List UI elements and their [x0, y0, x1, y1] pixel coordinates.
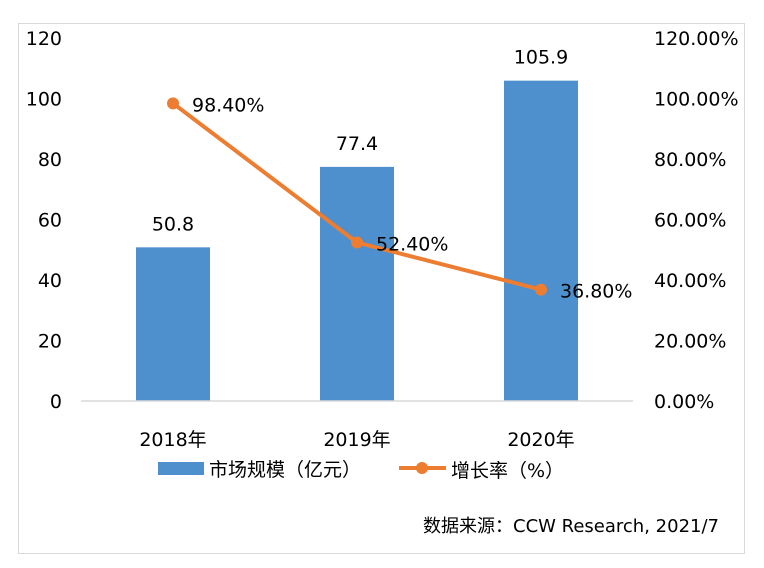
legend-bar-swatch [158, 462, 204, 475]
y-left-tick-label: 20 [38, 331, 62, 353]
y-right-tick-label: 60.00% [654, 210, 726, 232]
bar-data-label: 105.9 [514, 47, 568, 69]
legend-bar-label: 市场规模（亿元） [209, 459, 362, 481]
y-left-tick-label: 0 [50, 391, 62, 413]
y-right-tick-label: 80.00% [654, 149, 726, 171]
bar [320, 166, 394, 401]
x-tick-label: 2018年 [139, 429, 206, 451]
line-point [535, 283, 547, 296]
y-left-tick-label: 40 [38, 270, 62, 292]
line-point [167, 97, 179, 110]
y-right-tick-label: 40.00% [654, 270, 726, 292]
x-tick-label: 2020年 [507, 429, 574, 451]
bar-data-label: 77.4 [336, 133, 378, 155]
line-point [351, 236, 363, 249]
bar-data-label: 50.8 [152, 213, 194, 235]
y-left-tick-label: 80 [38, 149, 62, 171]
chart-frame [18, 23, 745, 554]
y-left-tick-label: 60 [38, 210, 62, 232]
line-data-label: 98.40% [192, 94, 264, 116]
y-right-tick-label: 120.00% [654, 28, 739, 50]
y-right-tick-label: 20.00% [654, 331, 726, 353]
y-right-tick-label: 0.00% [654, 391, 714, 413]
line-data-label: 52.40% [376, 233, 448, 255]
y-right-tick-label: 100.00% [654, 89, 739, 111]
bar [504, 80, 578, 401]
bar [136, 247, 210, 401]
x-tick-label: 2019年 [323, 429, 390, 451]
line-data-label: 36.80% [560, 281, 632, 303]
legend-line-label: 增长率（%） [451, 460, 564, 482]
source-note: 数据来源：CCW Research, 2021/7 [423, 516, 719, 537]
y-left-tick-label: 100 [26, 89, 62, 111]
legend-line-marker [416, 462, 428, 474]
y-left-tick-label: 120 [26, 28, 62, 50]
